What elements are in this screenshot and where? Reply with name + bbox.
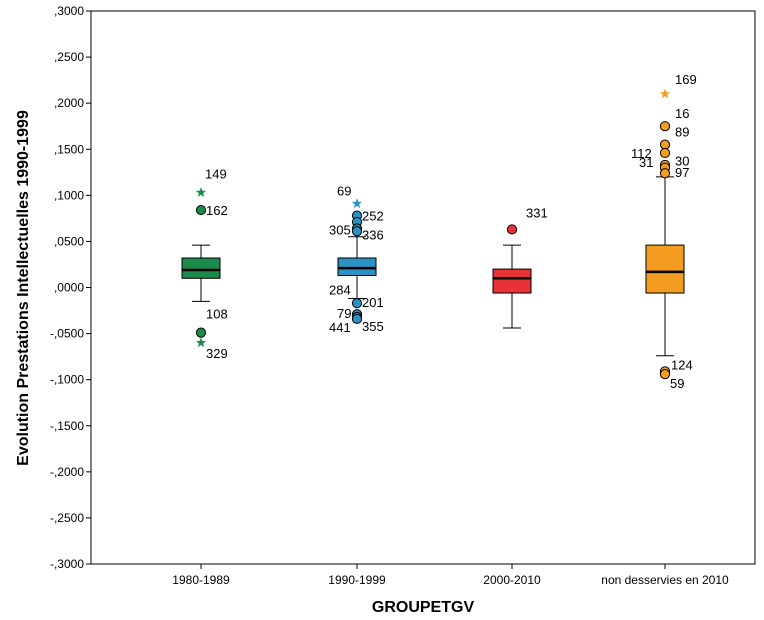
outlier-marker — [659, 369, 671, 380]
outlier-label: 284 — [329, 282, 351, 297]
outlier-label: 201 — [362, 295, 384, 310]
outlier-label: 331 — [526, 205, 548, 220]
box-group: 149 162 108 329 — [181, 167, 228, 361]
box — [645, 244, 685, 294]
y-tick-label: -,2000 — [50, 465, 84, 479]
y-tick-label: -,3000 — [50, 557, 84, 571]
outlier-label: 30 — [675, 154, 689, 169]
outlier-label: 336 — [362, 227, 384, 242]
x-tick-label: non desservies en 2010 — [601, 573, 729, 587]
extreme-marker — [195, 337, 207, 348]
y-axis: ,3000 ,2500 ,2000 ,1500 ,1000 ,0500 ,0000 -,050… — [50, 4, 91, 571]
outlier-marker — [659, 168, 671, 179]
outlier-label: 69 — [337, 184, 351, 199]
outlier-label: 124 — [671, 357, 693, 372]
outlier-label: 169 — [675, 72, 697, 87]
y-tick-label: -,0500 — [50, 327, 84, 341]
y-axis-title: Evolution Prestations Intellectuelles 19… — [15, 110, 32, 466]
outlier-label: 441 — [329, 320, 351, 335]
y-tick-label: ,2500 — [54, 50, 84, 64]
boxes: 149 162 108 329 69 252 305 336 201 79 355 284 441 331… — [181, 72, 697, 391]
y-tick-label: ,1500 — [54, 142, 84, 156]
box-group: 331 — [492, 205, 548, 329]
outlier-label: 59 — [670, 376, 684, 391]
outlier-label: 79 — [337, 306, 351, 321]
box — [492, 268, 532, 294]
x-tick-label: 2000-2010 — [483, 573, 541, 587]
box-group: 69 252 305 336 201 79 355 284 441 — [329, 184, 384, 335]
outlier-marker — [195, 327, 207, 338]
outlier-marker — [659, 147, 671, 159]
x-axis: 1980-1989 1990-1999 2000-2010 non desservie… — [172, 564, 729, 587]
extreme-marker — [351, 198, 363, 209]
outlier-label: 31 — [639, 155, 653, 170]
box — [337, 257, 377, 277]
x-tick-label: 1990-1999 — [328, 573, 386, 587]
box — [181, 257, 221, 279]
outlier-marker — [351, 226, 363, 237]
outlier-label: 108 — [206, 307, 228, 322]
outlier-label: 252 — [362, 209, 384, 224]
y-tick-label: -,2500 — [50, 511, 84, 525]
outlier-label: 16 — [675, 106, 689, 121]
outlier-label: 305 — [329, 223, 351, 238]
x-tick-label: 1980-1989 — [172, 573, 230, 587]
outlier-label: 162 — [206, 203, 228, 218]
outlier-marker — [506, 224, 518, 235]
y-tick-label: ,0000 — [54, 281, 84, 295]
outlier-marker — [195, 204, 207, 216]
outlier-marker — [351, 313, 363, 324]
y-tick-label: -,1500 — [50, 419, 84, 433]
y-tick-label: ,1000 — [54, 188, 84, 202]
outlier-label: 355 — [362, 319, 384, 334]
outlier-label: 89 — [675, 125, 689, 140]
y-tick-label: ,2000 — [54, 96, 84, 110]
y-tick-label: ,0500 — [54, 234, 84, 248]
y-tick-label: ,3000 — [54, 4, 84, 18]
outlier-label: 149 — [205, 167, 227, 182]
outlier-marker — [659, 121, 671, 132]
outlier-label: 329 — [206, 346, 228, 361]
extreme-marker — [659, 88, 671, 99]
outlier-label: 97 — [675, 165, 689, 180]
outlier-label: 112 — [631, 146, 652, 161]
extreme-marker — [195, 187, 207, 197]
x-axis-title: GROUPETGV — [372, 599, 475, 616]
y-tick-label: -,1000 — [50, 373, 84, 387]
outlier-marker — [351, 298, 363, 309]
